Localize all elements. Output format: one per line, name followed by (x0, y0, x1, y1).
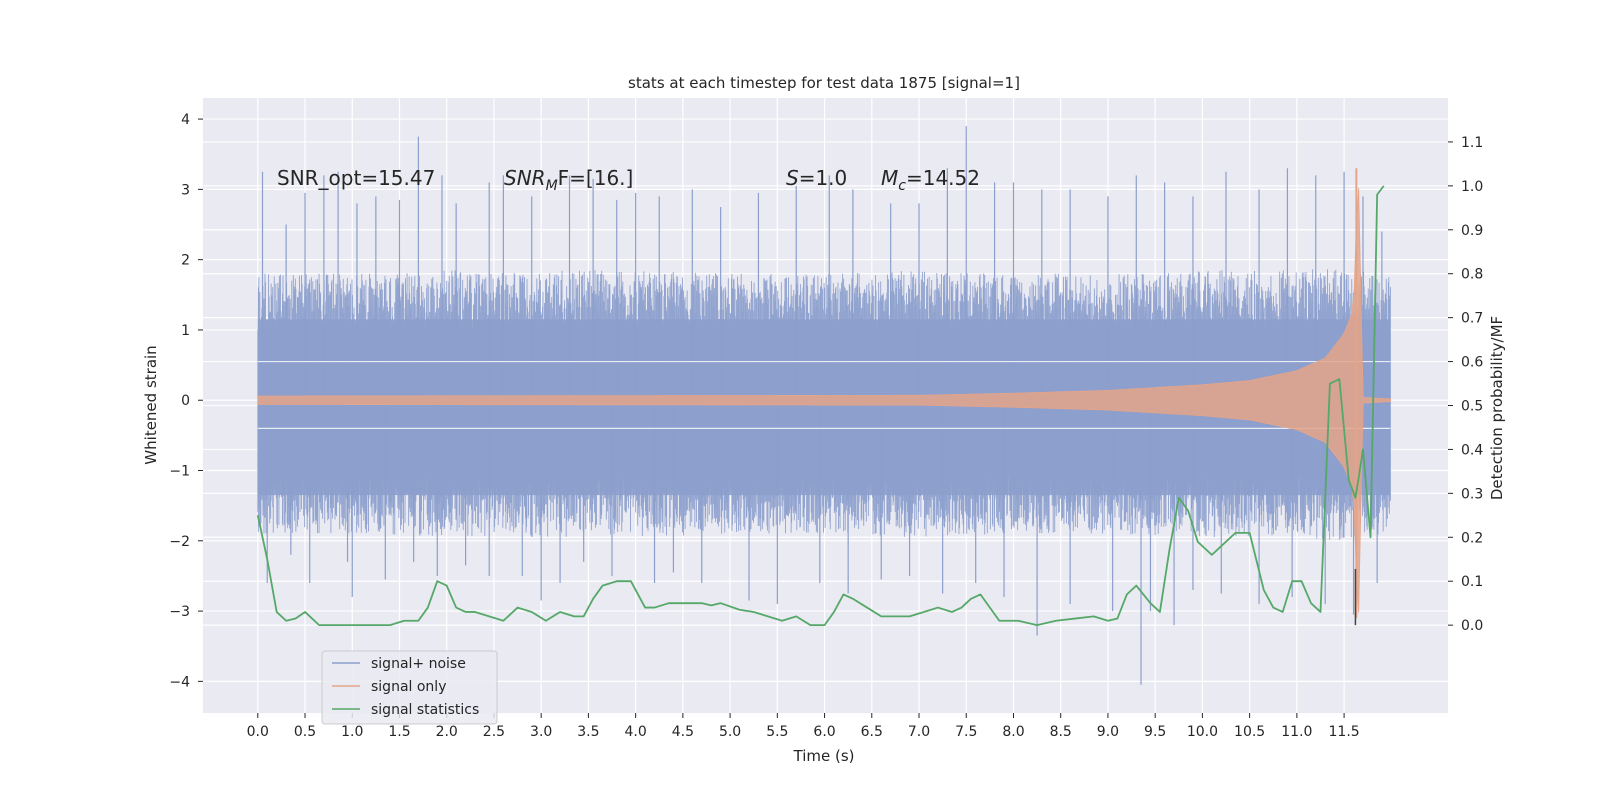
x-tick-label: 6.5 (861, 724, 883, 740)
x-tick-label: 5.5 (766, 724, 788, 740)
y-right-tick-label: 0.6 (1461, 355, 1483, 371)
y-tick-label: 3 (181, 182, 190, 198)
y-right-tick-label: 0.5 (1461, 399, 1483, 415)
y-right-tick-label: 0.7 (1461, 311, 1483, 327)
x-tick-label: 7.5 (955, 724, 977, 740)
x-tick-label: 4.0 (624, 724, 646, 740)
annotation-snr-opt: SNR_opt=15.47 (277, 166, 435, 190)
x-tick-label: 11.0 (1281, 724, 1312, 740)
x-tick-label: 1.5 (388, 724, 410, 740)
y-tick-label: 1 (181, 323, 190, 339)
x-tick-label: 4.5 (672, 724, 694, 740)
x-axis-label: Time (s) (793, 747, 855, 765)
y-right-axis-ticks: 1.1 1.0 0.9 0.8 0.7 0.6 0.5 0.4 0.3 0.2 0.1 0.0 (1448, 135, 1483, 634)
s-main: S (786, 166, 799, 190)
y-tick-label: 0 (181, 393, 190, 409)
y-right-tick-label: 0.4 (1461, 442, 1483, 458)
x-tick-label: 8.5 (1050, 724, 1072, 740)
svg-text:Mc=14.52: Mc=14.52 (881, 166, 980, 194)
x-axis-ticks: 0.0 0.5 1.0 1.5 2.0 2.5 3.0 3.5 4.0 4.5 5.0 5.5 6.0 6… (247, 713, 1360, 740)
mc-sub: c (898, 178, 906, 194)
y-right-tick-label: 0.9 (1461, 223, 1483, 239)
y-tick-label: −4 (169, 674, 190, 690)
y-tick-label: −1 (169, 464, 190, 480)
x-tick-label: 3.5 (577, 724, 599, 740)
snr-mf-main: SNR (504, 166, 546, 190)
y-axis-label: Whitened strain (142, 345, 160, 464)
y-right-tick-label: 0.2 (1461, 530, 1483, 546)
x-tick-label: 11.5 (1329, 724, 1360, 740)
x-tick-label: 0.5 (294, 724, 316, 740)
annotation-snr-mf: SNRMF=[16.] (504, 166, 633, 194)
mc-tail: =14.52 (906, 166, 980, 190)
x-tick-label: 5.0 (719, 724, 741, 740)
annotation-mc: Mc=14.52 (881, 166, 980, 194)
snr-mf-tail: F=[16.] (558, 166, 634, 190)
signal-only-series (257, 168, 1391, 619)
signal-statistics-series (256, 185, 1385, 627)
x-tick-label: 10.5 (1234, 724, 1265, 740)
y-tick-label: 4 (181, 112, 190, 128)
mc-main: M (881, 166, 898, 190)
x-tick-label: 9.5 (1144, 724, 1166, 740)
chart-title: stats at each timestep for test data 187… (628, 74, 1020, 92)
x-tick-label: 2.0 (436, 724, 458, 740)
x-tick-label: 7.0 (908, 724, 930, 740)
legend-label-signal-noise: signal+ noise (371, 656, 466, 672)
y-axis-ticks: 4 3 2 1 0 −1 −2 −3 −4 (169, 112, 203, 690)
x-tick-label: 3.0 (530, 724, 552, 740)
y-right-tick-label: 1.1 (1461, 135, 1483, 151)
x-tick-label: 9.0 (1097, 724, 1119, 740)
legend: signal+ noise signal only signal statist… (321, 650, 498, 725)
x-tick-label: 1.0 (341, 724, 363, 740)
y-right-tick-label: 0.1 (1461, 574, 1483, 590)
svg-text:S=1.0: S=1.0 (786, 166, 847, 190)
y-right-tick-label: 0.0 (1461, 618, 1483, 634)
x-tick-label: 10.0 (1187, 724, 1218, 740)
annotation-s: S=1.0 (786, 166, 847, 190)
y-right-tick-label: 1.0 (1461, 179, 1483, 195)
y-right-tick-label: 0.8 (1461, 267, 1483, 283)
x-tick-label: 2.5 (483, 724, 505, 740)
y-tick-label: 2 (181, 253, 190, 269)
legend-box (321, 650, 498, 725)
y-tick-label: −3 (169, 604, 190, 620)
signal-statistics-line (256, 185, 1385, 627)
x-tick-label: 6.0 (813, 724, 835, 740)
signal-only-envelope (257, 187, 1391, 613)
y-tick-label: −2 (169, 534, 190, 550)
legend-label-signal-statistics: signal statistics (371, 702, 479, 718)
legend-label-signal-only: signal only (371, 679, 446, 695)
s-tail: =1.0 (799, 166, 848, 190)
svg-text:SNRMF=[16.]: SNRMF=[16.] (504, 166, 633, 194)
snr-mf-sub: M (546, 178, 558, 194)
x-tick-label: 8.0 (1002, 724, 1024, 740)
y-right-axis-label: Detection probability/MF (1488, 316, 1506, 500)
snr-opt-text: SNR_opt=15.47 (277, 166, 435, 190)
y-right-tick-label: 0.3 (1461, 486, 1483, 502)
x-tick-label: 0.0 (247, 724, 269, 740)
